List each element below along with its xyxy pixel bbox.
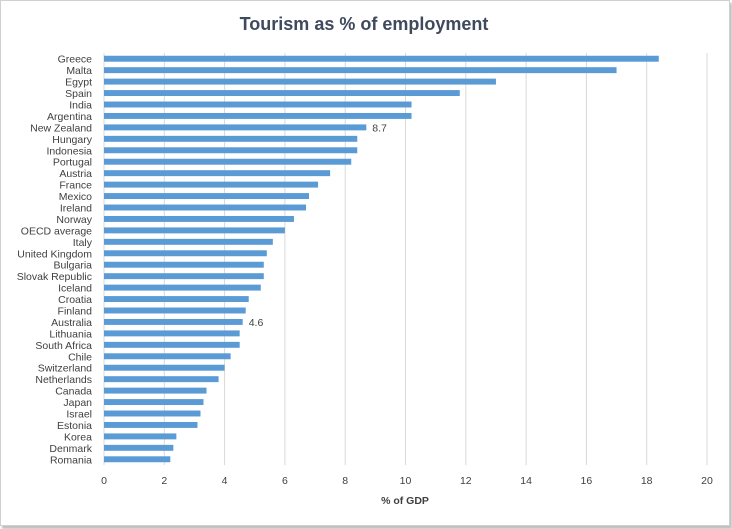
category-label-portugal: Portugal (53, 157, 92, 169)
category-label-hungary: Hungary (52, 134, 92, 146)
bar-slovak-republic (104, 273, 264, 280)
x-tick-label-20: 20 (701, 475, 713, 487)
category-label-switzerland: Switzerland (38, 363, 92, 375)
bar-chile (104, 353, 231, 360)
category-label-norway: Norway (56, 214, 92, 226)
x-tick-label-2: 2 (161, 475, 167, 487)
x-tick-label-10: 10 (400, 475, 412, 487)
bar-estonia (104, 421, 198, 428)
bar-lithuania (104, 330, 240, 337)
chart-title: Tourism as % of employment (240, 14, 489, 34)
bar-united-kingdom (104, 250, 267, 257)
category-label-italy: Italy (73, 237, 93, 249)
bar-australia (104, 318, 243, 325)
bar-malta (104, 67, 617, 74)
bar-switzerland (104, 364, 225, 371)
x-tick-labels: 0 2 4 6 8 10 12 14 16 18 20 (101, 475, 713, 487)
category-label-croatia: Croatia (58, 294, 92, 306)
x-axis-title: % of GDP (381, 495, 429, 507)
x-tick-label-16: 16 (581, 475, 593, 487)
bar-india (104, 101, 412, 108)
bar-denmark (104, 444, 174, 451)
category-label-bulgaria: Bulgaria (53, 260, 92, 272)
category-label-indonesia: Indonesia (46, 145, 92, 157)
category-label-argentina: Argentina (47, 111, 92, 123)
bar-france (104, 181, 319, 188)
category-label-israel: Israel (66, 409, 92, 421)
category-label-chile: Chile (68, 351, 92, 363)
data-labels: 8.7 4.6 (249, 122, 387, 329)
category-label-slovak-republic: Slovak Republic (17, 271, 92, 283)
gridlines (103, 53, 708, 465)
category-label-greece: Greece (58, 54, 93, 66)
bar-finland (104, 307, 246, 314)
x-tick-label-0: 0 (101, 475, 107, 487)
category-label-france: France (59, 180, 92, 192)
bar-italy (104, 238, 273, 245)
bar-portugal (104, 158, 352, 165)
category-label-denmark: Denmark (49, 443, 92, 455)
bars (104, 55, 659, 463)
bar-greece (104, 55, 659, 62)
bar-iceland (104, 284, 261, 291)
bar-new-zealand (104, 124, 367, 131)
bar-spain (104, 90, 460, 97)
category-label-finland: Finland (58, 306, 93, 318)
category-label-australia: Australia (51, 317, 92, 329)
bar-canada (104, 387, 207, 394)
x-tick-label-14: 14 (520, 475, 532, 487)
category-label-japan: Japan (63, 397, 92, 409)
bar-oecd-average (104, 227, 285, 234)
category-label-new-zealand: New Zealand (30, 122, 92, 134)
category-label-estonia: Estonia (57, 420, 92, 432)
category-label-korea: Korea (64, 431, 92, 443)
category-label-spain: Spain (65, 88, 92, 100)
category-label-lithuania: Lithuania (49, 328, 92, 340)
bar-egypt (104, 78, 496, 85)
data-label-new-zealand: 8.7 (372, 122, 387, 134)
x-tick-label-8: 8 (342, 475, 348, 487)
bar-norway (104, 215, 294, 222)
category-label-romania: Romania (50, 454, 92, 466)
category-label-india: India (69, 100, 92, 112)
category-label-netherlands: Netherlands (35, 374, 92, 386)
bar-hungary (104, 135, 358, 142)
category-label-egypt: Egypt (65, 77, 92, 89)
x-tick-label-12: 12 (460, 475, 472, 487)
data-label-australia: 4.6 (249, 317, 264, 329)
x-tick-label-18: 18 (641, 475, 653, 487)
bar-israel (104, 410, 201, 417)
bar-croatia (104, 296, 249, 303)
bar-romania (104, 456, 171, 463)
x-tick-label-6: 6 (282, 475, 288, 487)
category-label-south-africa: South Africa (35, 340, 92, 352)
bar-japan (104, 399, 204, 406)
bar-south-africa (104, 341, 240, 348)
bar-ireland (104, 204, 307, 211)
bar-netherlands (104, 376, 219, 383)
category-label-united-kingdom: United Kingdom (17, 248, 92, 260)
category-label-mexico: Mexico (59, 191, 92, 203)
bar-austria (104, 170, 331, 177)
category-label-ireland: Ireland (60, 203, 92, 215)
bar-bulgaria (104, 261, 264, 268)
x-tick-label-4: 4 (222, 475, 228, 487)
bar-korea (104, 433, 177, 440)
bar-mexico (104, 193, 310, 200)
category-label-oecd-average: OECD average (21, 225, 92, 237)
category-label-iceland: Iceland (58, 283, 92, 295)
bar-indonesia (104, 147, 358, 154)
category-label-canada: Canada (55, 386, 92, 398)
bar-argentina (104, 112, 412, 119)
category-label-austria: Austria (59, 168, 92, 180)
category-label-malta: Malta (66, 65, 92, 77)
